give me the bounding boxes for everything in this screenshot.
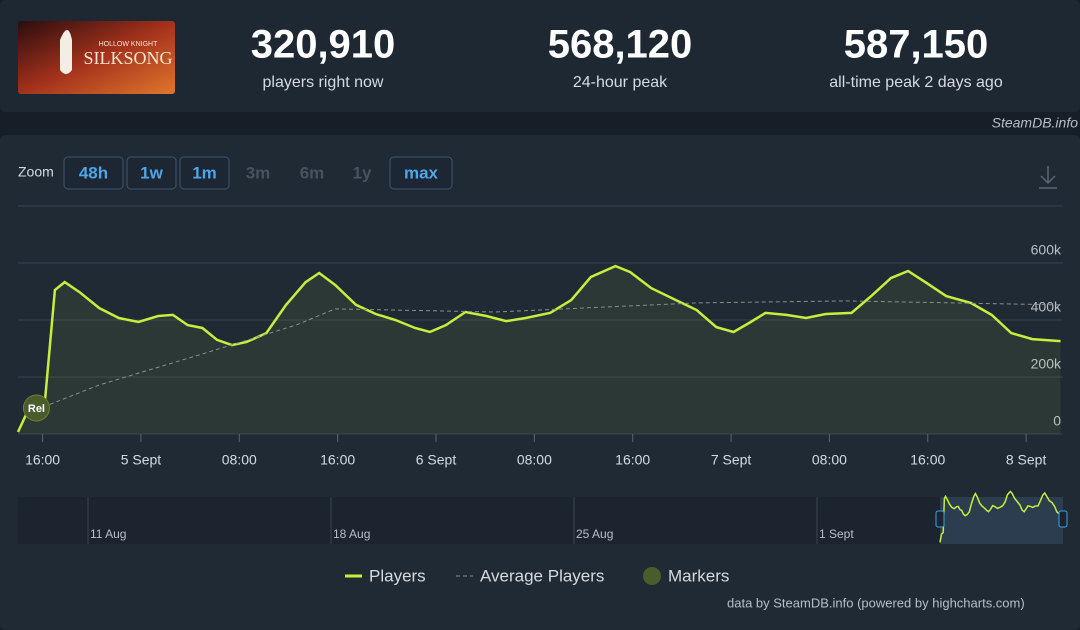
navigator-label: 11 Aug <box>90 527 126 541</box>
legend-label[interactable]: Players <box>369 566 426 585</box>
y-tick-label: 200k <box>1031 356 1062 372</box>
stat-caption: all-time peak 2 days ago <box>829 74 1003 91</box>
zoom-button-label[interactable]: 1m <box>192 163 217 182</box>
x-tick-label: 08:00 <box>222 452 257 468</box>
stat-value: 587,150 <box>844 23 989 67</box>
zoom-button-label: 1y <box>353 163 372 182</box>
marker[interactable] <box>22 394 50 422</box>
zoom-button-label: 3m <box>246 163 271 182</box>
zoom-button-label: 6m <box>300 163 325 182</box>
y-tick-label: 600k <box>1031 242 1062 258</box>
series-line <box>30 300 1061 413</box>
navigator <box>18 497 1063 544</box>
navigator-label: 18 Aug <box>333 527 370 541</box>
header-panel <box>0 0 1080 112</box>
zoom-button[interactable] <box>389 156 453 190</box>
download-icon[interactable] <box>1039 166 1057 189</box>
stat-caption: players right now <box>263 74 384 91</box>
x-tick-label: 6 Sept <box>416 452 457 468</box>
zoom-label: Zoom <box>18 164 54 180</box>
x-tick-label: 8 Sept <box>1006 452 1047 468</box>
watermark: SteamDB.info <box>992 115 1079 131</box>
legend-label[interactable]: Average Players <box>480 566 604 585</box>
navigator-handle[interactable] <box>1058 510 1068 528</box>
zoom-button[interactable] <box>63 156 124 190</box>
legend-swatch <box>643 567 661 585</box>
legend-label[interactable]: Markers <box>668 566 729 585</box>
navigator-line <box>939 490 1063 543</box>
zoom-button-label[interactable]: 1w <box>140 163 163 182</box>
logo-figure <box>60 30 72 74</box>
zoom-button-label[interactable]: max <box>404 163 439 182</box>
x-tick-label: 16:00 <box>910 452 945 468</box>
y-tick-label: 0 <box>1053 413 1061 429</box>
x-tick-label: 7 Sept <box>711 452 752 468</box>
area <box>18 266 1061 434</box>
zoom-button-label[interactable]: 48h <box>79 163 108 182</box>
navigator-window[interactable] <box>940 497 1063 544</box>
x-tick-label: 08:00 <box>812 452 847 468</box>
x-tick-label: 08:00 <box>517 452 552 468</box>
x-tick-label: 16:00 <box>320 452 355 468</box>
stat-value: 568,120 <box>548 23 693 67</box>
x-tick-label: 5 Sept <box>121 452 162 468</box>
navigator-label: 25 Aug <box>576 527 613 541</box>
logo-top: HOLLOW KNIGHT <box>99 41 158 48</box>
stat-caption: 24-hour peak <box>573 74 668 91</box>
stat-value: 320,910 <box>251 23 396 67</box>
game-logo <box>18 21 175 94</box>
zoom-button[interactable] <box>179 156 230 190</box>
series-line <box>16 264 1061 433</box>
credits: data by SteamDB.info (powered by highcha… <box>727 595 1025 610</box>
x-tick-label: 16:00 <box>615 452 650 468</box>
y-tick-label: 400k <box>1031 299 1062 315</box>
x-tick-label: 16:00 <box>25 452 60 468</box>
navigator-label: 1 Sept <box>819 527 854 541</box>
logo-main: SILKSONG <box>83 48 172 68</box>
navigator-handle[interactable] <box>935 510 945 528</box>
zoom-button[interactable] <box>126 156 177 190</box>
marker-label: Rel <box>28 403 45 415</box>
